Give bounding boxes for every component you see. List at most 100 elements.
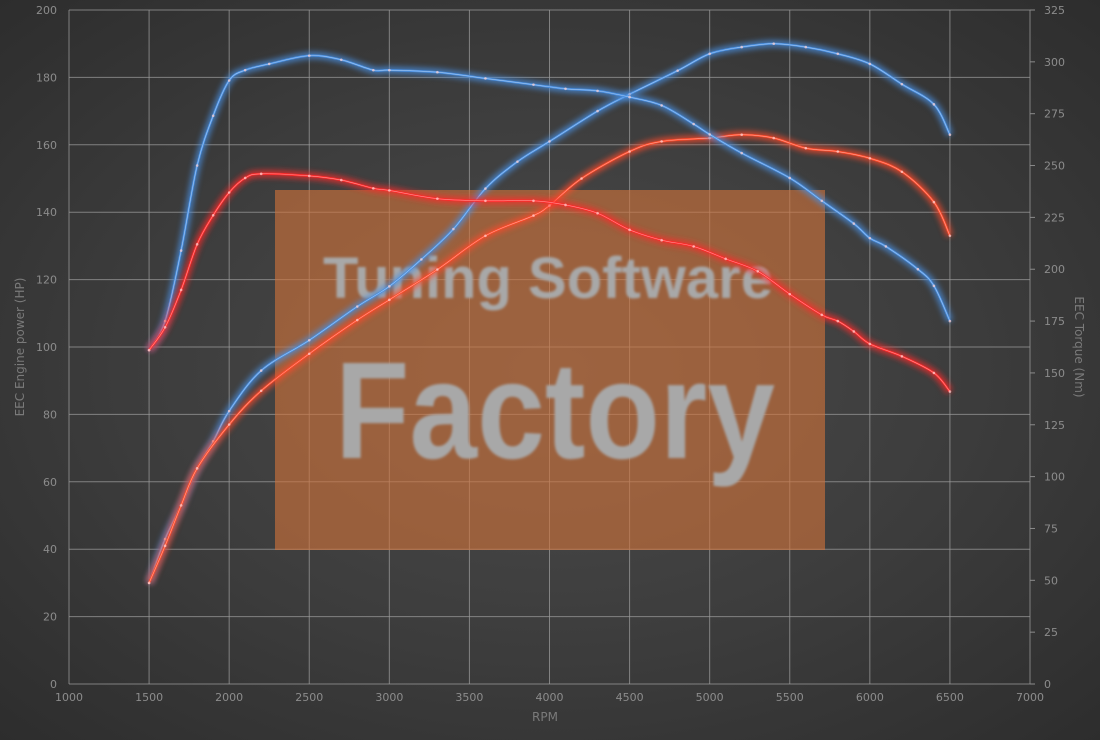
watermark-logo: Tuning Software Factory bbox=[275, 190, 825, 550]
series-group bbox=[145, 40, 954, 585]
x-axis-label: RPM bbox=[532, 710, 558, 724]
y2-tick-label: 150 bbox=[1044, 367, 1065, 380]
data-point bbox=[868, 236, 872, 240]
y2-tick-label: 25 bbox=[1044, 626, 1058, 639]
data-point bbox=[708, 52, 711, 56]
y2-tick-label: 50 bbox=[1044, 574, 1058, 587]
data-point bbox=[259, 389, 263, 393]
data-point bbox=[243, 68, 247, 72]
data-point bbox=[484, 199, 487, 203]
data-point bbox=[516, 160, 519, 163]
data-point bbox=[852, 330, 856, 333]
y2-tick-label: 250 bbox=[1044, 160, 1065, 173]
data-point bbox=[740, 151, 743, 155]
data-point bbox=[372, 68, 375, 72]
data-point bbox=[676, 69, 679, 72]
y2-tick-label: 0 bbox=[1044, 678, 1051, 691]
y2-tick-label: 100 bbox=[1044, 471, 1065, 484]
data-point bbox=[307, 352, 311, 356]
data-point bbox=[388, 189, 391, 192]
data-point bbox=[339, 178, 343, 182]
data-point bbox=[868, 62, 872, 66]
data-point bbox=[820, 199, 824, 203]
x-tick-label: 1000 bbox=[55, 691, 83, 704]
data-point bbox=[772, 42, 776, 45]
data-point bbox=[267, 62, 271, 66]
data-point bbox=[932, 284, 936, 288]
y-tick-label: 80 bbox=[43, 408, 57, 421]
data-point bbox=[804, 45, 808, 49]
y2-axis-label: EEC Torque (Nm) bbox=[1072, 296, 1086, 397]
data-point bbox=[692, 245, 695, 248]
data-point bbox=[211, 114, 215, 118]
data-point bbox=[307, 174, 311, 178]
data-point bbox=[868, 156, 872, 160]
data-point bbox=[259, 172, 263, 176]
x-tick-label: 2500 bbox=[295, 691, 323, 704]
data-point bbox=[820, 313, 824, 317]
data-point bbox=[692, 122, 695, 126]
y-tick-label: 140 bbox=[36, 206, 57, 219]
y-tick-label: 180 bbox=[36, 71, 57, 84]
data-point bbox=[436, 70, 439, 74]
y-tick-label: 0 bbox=[50, 678, 57, 691]
watermark-line2: Factory bbox=[335, 334, 775, 488]
data-point bbox=[259, 369, 263, 372]
data-point bbox=[227, 191, 231, 194]
data-point bbox=[836, 319, 840, 323]
y2-tick-label: 175 bbox=[1044, 315, 1065, 328]
data-point bbox=[356, 318, 359, 322]
data-point bbox=[708, 133, 711, 136]
data-point bbox=[532, 199, 535, 203]
data-point bbox=[227, 409, 231, 413]
data-point bbox=[772, 136, 776, 140]
x-tick-label: 4000 bbox=[536, 691, 564, 704]
data-point bbox=[788, 292, 792, 296]
data-point bbox=[484, 234, 487, 238]
data-point bbox=[900, 82, 904, 86]
y-tick-label: 100 bbox=[36, 341, 57, 354]
data-point bbox=[484, 187, 487, 190]
data-point bbox=[179, 288, 183, 292]
data-point bbox=[179, 249, 183, 252]
y-tick-label: 40 bbox=[43, 543, 57, 556]
data-point bbox=[195, 243, 199, 246]
y2-tick-label: 125 bbox=[1044, 419, 1065, 432]
data-point bbox=[660, 140, 663, 143]
series-highlight bbox=[148, 173, 951, 392]
x-tick-label: 7000 bbox=[1016, 691, 1044, 704]
data-point bbox=[836, 52, 840, 56]
y-tick-label: 60 bbox=[43, 476, 57, 489]
y2-tick-label: 325 bbox=[1044, 4, 1065, 17]
data-point bbox=[756, 270, 760, 273]
data-point bbox=[596, 89, 599, 93]
data-point bbox=[307, 338, 311, 342]
data-point bbox=[628, 150, 631, 153]
x-tick-label: 3000 bbox=[375, 691, 403, 704]
data-point bbox=[932, 103, 936, 106]
data-point bbox=[372, 187, 375, 190]
data-point bbox=[804, 146, 808, 150]
data-point bbox=[596, 109, 599, 113]
data-point bbox=[243, 176, 247, 180]
data-point bbox=[660, 104, 663, 107]
watermark-box bbox=[275, 190, 825, 550]
y-tick-label: 160 bbox=[36, 139, 57, 152]
data-point bbox=[195, 164, 199, 167]
x-tick-label: 3500 bbox=[455, 691, 483, 704]
data-point bbox=[339, 58, 343, 62]
y-tick-label: 200 bbox=[36, 4, 57, 17]
data-point bbox=[420, 258, 423, 261]
data-point bbox=[884, 245, 888, 248]
data-point bbox=[147, 581, 151, 585]
data-point bbox=[195, 467, 199, 470]
data-point bbox=[596, 211, 599, 215]
data-point bbox=[660, 238, 663, 242]
data-point bbox=[436, 197, 439, 201]
data-point bbox=[388, 68, 391, 72]
data-point bbox=[484, 77, 487, 80]
y2-tick-label: 75 bbox=[1044, 522, 1058, 535]
y2-tick-label: 300 bbox=[1044, 56, 1065, 69]
data-point bbox=[740, 45, 743, 49]
